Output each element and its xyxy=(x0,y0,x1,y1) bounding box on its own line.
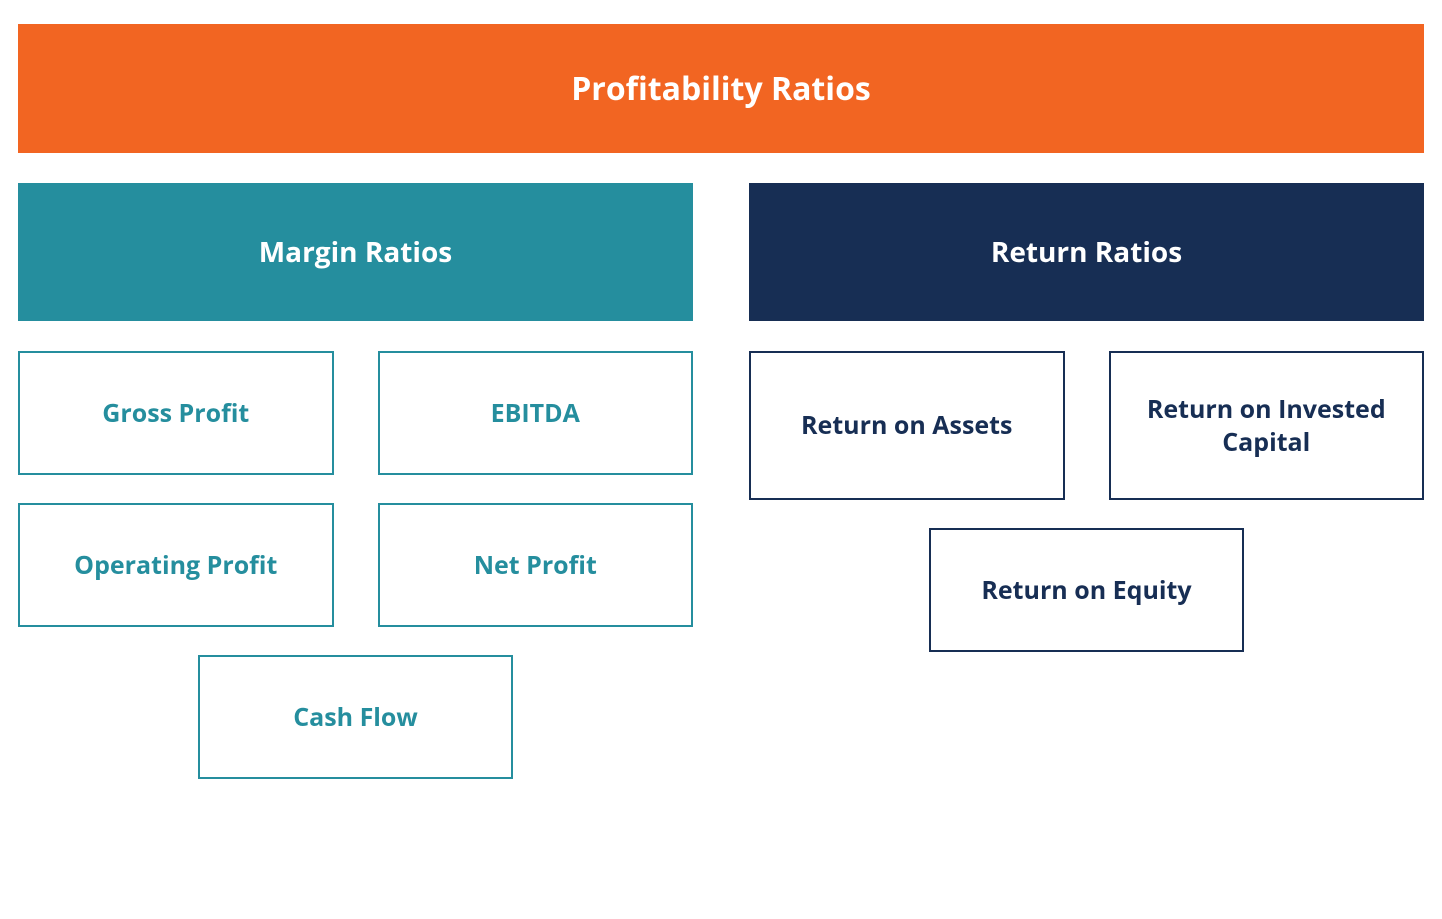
items-grid-right: Return on Assets Return on Invested Capi… xyxy=(749,351,1424,652)
columns-container: Margin Ratios Gross Profit EBITDA Operat… xyxy=(18,183,1424,779)
category-header-margin: Margin Ratios xyxy=(18,183,693,321)
right-column: Return Ratios Return on Assets Return on… xyxy=(749,183,1424,779)
main-title: Profitability Ratios xyxy=(571,67,871,110)
left-column: Margin Ratios Gross Profit EBITDA Operat… xyxy=(18,183,693,779)
main-header: Profitability Ratios xyxy=(18,24,1424,153)
item-label: Gross Profit xyxy=(102,397,249,430)
item-return-on-invested-capital: Return on Invested Capital xyxy=(1109,351,1425,500)
item-label: EBITDA xyxy=(491,397,580,430)
item-gross-profit: Gross Profit xyxy=(18,351,334,475)
item-label: Operating Profit xyxy=(74,549,277,582)
category-title: Margin Ratios xyxy=(259,233,452,271)
item-operating-profit: Operating Profit xyxy=(18,503,334,627)
item-label: Return on Invested Capital xyxy=(1123,393,1411,458)
item-cash-flow: Cash Flow xyxy=(198,655,514,779)
item-net-profit: Net Profit xyxy=(378,503,694,627)
category-header-return: Return Ratios xyxy=(749,183,1424,321)
item-label: Net Profit xyxy=(474,549,597,582)
item-label: Return on Equity xyxy=(981,574,1191,607)
item-ebitda: EBITDA xyxy=(378,351,694,475)
item-return-on-assets: Return on Assets xyxy=(749,351,1065,500)
category-title: Return Ratios xyxy=(991,233,1182,271)
item-label: Return on Assets xyxy=(801,409,1012,442)
item-return-on-equity: Return on Equity xyxy=(929,528,1245,652)
item-label: Cash Flow xyxy=(293,701,418,734)
items-grid-left: Gross Profit EBITDA Operating Profit Net… xyxy=(18,351,693,779)
